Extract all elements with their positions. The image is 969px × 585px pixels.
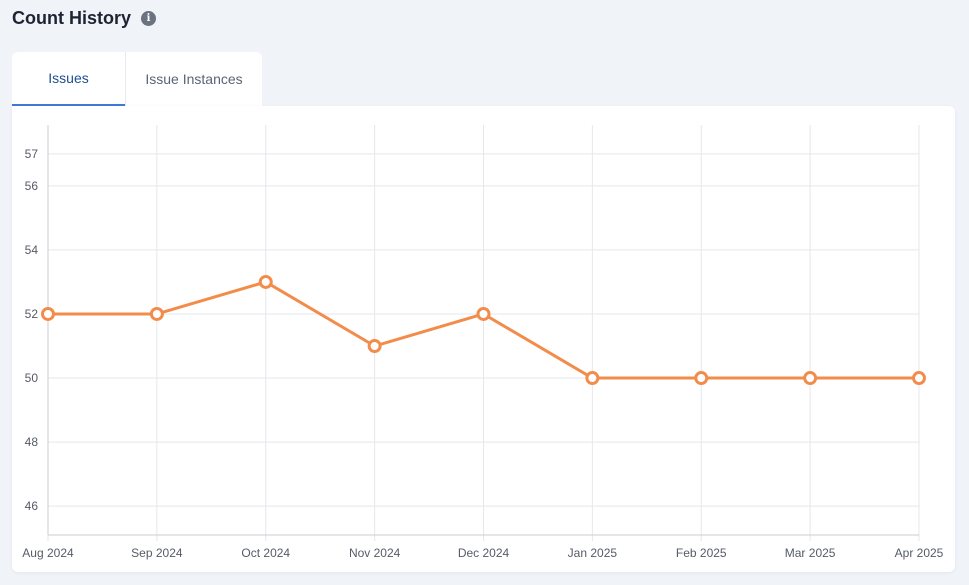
data-point: [367, 339, 382, 354]
x-tick-label: Aug 2024: [22, 546, 74, 560]
y-tick-label: 50: [25, 371, 39, 385]
page-title: Count History: [12, 8, 131, 28]
x-tick-label: Dec 2024: [458, 546, 510, 560]
chart-card: 46 48 50 52 54 56 57 Aug 2024 Sep 2024 Oct 2024 No…: [12, 106, 955, 572]
tab-issue-instances[interactable]: Issue Instances: [125, 52, 262, 106]
data-point: [41, 306, 55, 321]
x-tick-label: Jan 2025: [568, 546, 618, 560]
data-point: [149, 306, 164, 321]
y-tick-label: 46: [25, 499, 39, 513]
y-tick-label: 48: [25, 435, 39, 449]
x-tick-label: Oct 2024: [241, 546, 290, 560]
x-tick-label: Sep 2024: [131, 546, 183, 560]
x-tick-label: Apr 2025: [895, 546, 944, 560]
data-point: [694, 371, 709, 386]
info-icon[interactable]: i: [141, 11, 156, 26]
x-tick-label: Feb 2025: [676, 546, 727, 560]
y-tick-label: 54: [25, 243, 39, 257]
x-tick-label: Mar 2025: [785, 546, 836, 560]
data-point: [476, 306, 491, 321]
count-history-chart: 46 48 50 52 54 56 57 Aug 2024 Sep 2024 Oct 2024 No…: [22, 125, 944, 560]
y-tick-label: 57: [25, 147, 39, 161]
header: Count History i: [12, 6, 156, 30]
data-point: [585, 371, 600, 386]
tab-issues[interactable]: Issues: [12, 52, 125, 106]
data-point: [258, 274, 273, 289]
tab-bar: Issues Issue Instances: [12, 52, 262, 106]
x-tick-label: Nov 2024: [349, 546, 401, 560]
y-tick-label: 56: [25, 179, 39, 193]
data-point: [803, 371, 818, 386]
y-tick-label: 52: [25, 307, 39, 321]
data-point: [912, 371, 926, 386]
